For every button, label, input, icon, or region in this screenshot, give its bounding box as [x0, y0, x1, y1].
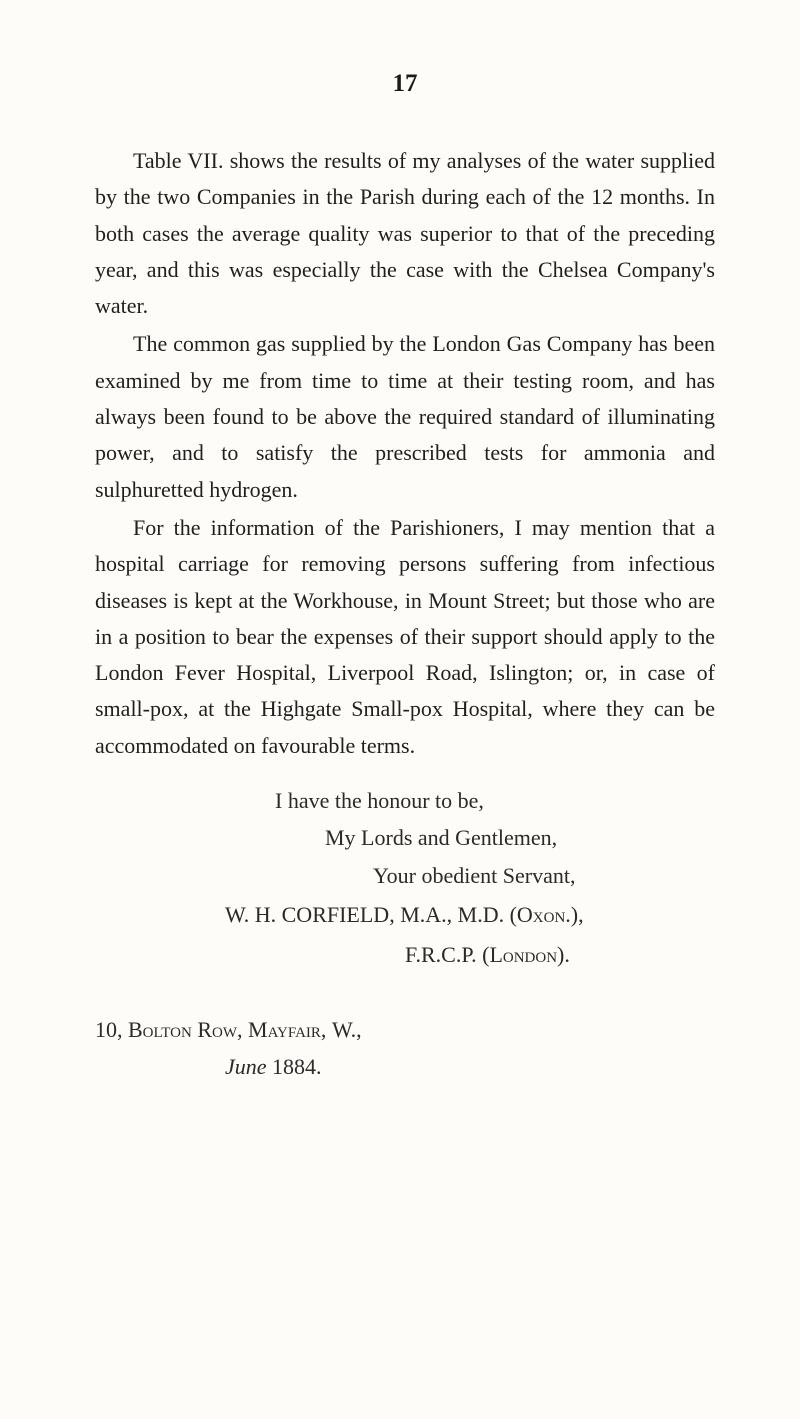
signature-name: W. H. CORFIELD, M.A., M.D.	[225, 902, 510, 927]
paragraph-1: Table VII. shows the results of my analy…	[95, 143, 715, 324]
date-line: June 1884.	[225, 1048, 715, 1085]
date-month: June	[225, 1054, 272, 1079]
address-prefix: 10,	[95, 1017, 128, 1042]
closing-block: I have the honour to be, My Lords and Ge…	[95, 782, 715, 973]
signature-line-1: W. H. CORFIELD, M.A., M.D. (Oxon.),	[225, 896, 715, 933]
document-page: 17 Table VII. shows the results of my an…	[0, 0, 800, 1419]
signature-london: (London).	[482, 942, 570, 967]
signature-line-2: F.R.C.P. (London).	[405, 936, 715, 973]
body-text: Table VII. shows the results of my analy…	[95, 143, 715, 764]
address-location: Bolton Row, Mayfair,	[128, 1017, 332, 1042]
paragraph-3: For the information of the Parishioners,…	[95, 510, 715, 764]
paragraph-2: The common gas supplied by the London Ga…	[95, 326, 715, 507]
date-year: 1884.	[272, 1054, 322, 1079]
address-suffix: W.,	[332, 1017, 362, 1042]
signature-frcp: F.R.C.P.	[405, 942, 482, 967]
closing-line-honour: I have the honour to be,	[275, 782, 715, 819]
signature-oxon: (Oxon.),	[510, 902, 584, 927]
closing-line-lords: My Lords and Gentlemen,	[325, 819, 715, 856]
address-line: 10, Bolton Row, Mayfair, W.,	[95, 1011, 715, 1048]
page-number: 17	[95, 70, 715, 98]
closing-line-servant: Your obedient Servant,	[373, 857, 715, 894]
address-block: 10, Bolton Row, Mayfair, W., June 1884.	[95, 1011, 715, 1086]
